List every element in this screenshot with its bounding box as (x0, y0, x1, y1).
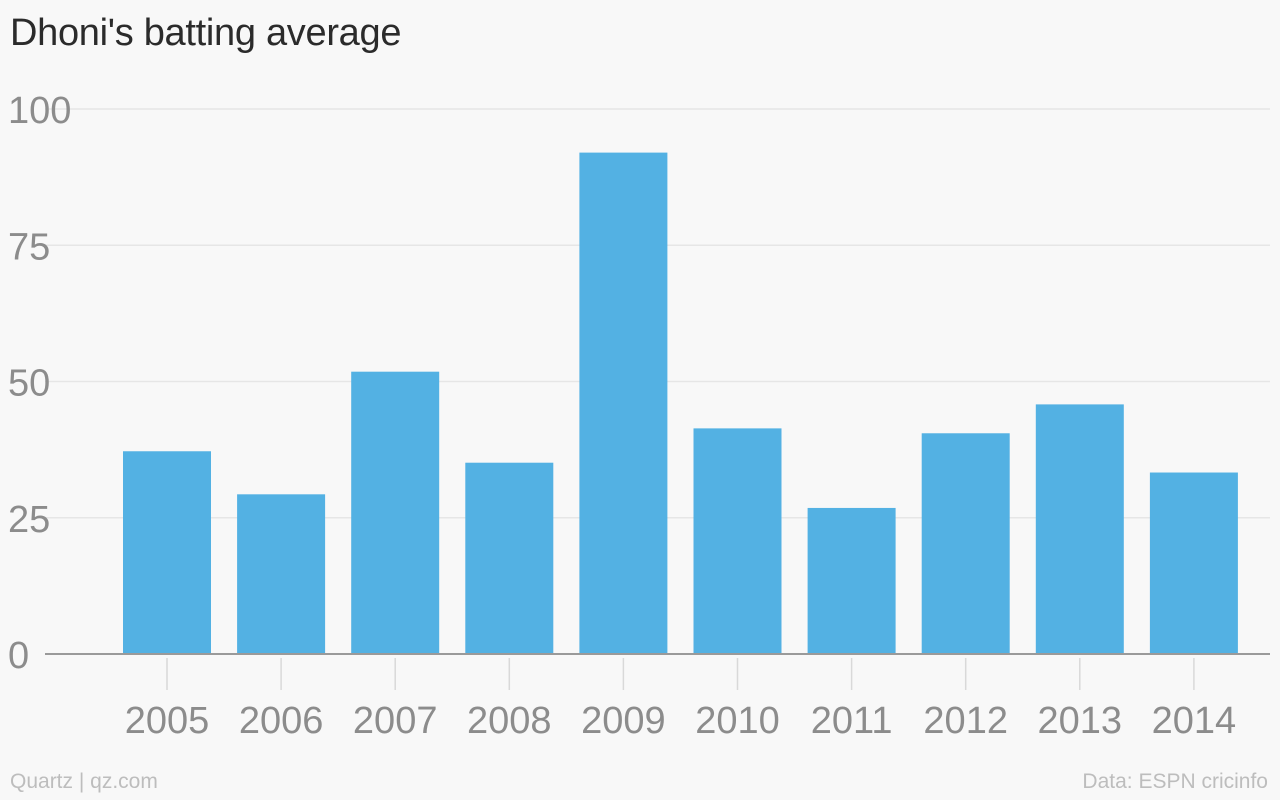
bar (921, 433, 1010, 654)
bar (237, 494, 326, 654)
x-axis-tick-labels: 2005 2006 2007 2008 2009 2010 2011 2012 2013 2014 (125, 700, 1236, 742)
x-tick-label: 2010 (695, 700, 780, 742)
bar (351, 371, 440, 654)
x-axis-tick-marks (166, 658, 1195, 690)
x-tick-label: 2009 (581, 700, 666, 742)
bar (693, 428, 782, 654)
x-tick-label: 2011 (811, 700, 893, 742)
y-tick-label: 25 (8, 499, 50, 541)
x-tick-label: 2013 (1038, 700, 1123, 742)
x-tick-label: 2005 (125, 700, 210, 742)
x-tick-label: 2006 (239, 700, 324, 742)
y-tick-label: 100 (8, 90, 71, 132)
bar (1035, 404, 1124, 654)
x-tick-label: 2007 (353, 700, 438, 742)
bar (807, 507, 896, 654)
y-axis-tick-labels: 0 25 50 75 100 (8, 90, 71, 677)
x-tick-label: 2012 (923, 700, 1008, 742)
y-tick-label: 50 (8, 363, 50, 405)
bars (123, 152, 1238, 654)
chart-title: Dhoni's batting average (10, 12, 402, 54)
footer-source-right: Data: ESPN cricinfo (1082, 770, 1268, 793)
y-tick-label: 0 (8, 635, 29, 677)
x-tick-label: 2014 (1152, 700, 1237, 742)
x-tick-label: 2008 (467, 700, 552, 742)
footer-source-left: Quartz | qz.com (10, 770, 158, 793)
bar (1149, 472, 1238, 654)
bar (579, 152, 668, 654)
y-tick-label: 75 (8, 226, 50, 268)
bar (123, 451, 211, 654)
bar (465, 462, 554, 654)
